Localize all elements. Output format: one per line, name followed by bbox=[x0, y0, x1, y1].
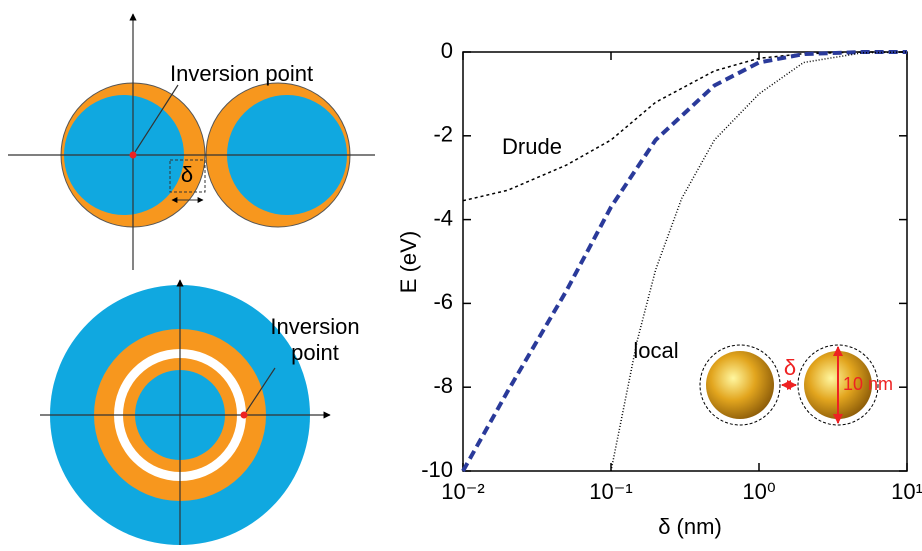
inversion-label: Inversion bbox=[270, 314, 359, 339]
x-tick-label: 10⁰ bbox=[742, 479, 775, 504]
inset-size-label: 10 nm bbox=[843, 374, 893, 394]
y-tick-label: 0 bbox=[441, 38, 453, 63]
inversion-label: point bbox=[291, 340, 339, 365]
x-tick-label: 10⁻¹ bbox=[589, 479, 632, 504]
series-annotation: local bbox=[633, 338, 678, 363]
x-tick-label: 10¹ bbox=[891, 479, 922, 504]
inversion-label: Inversion point bbox=[170, 61, 313, 86]
series-annotation: Drude bbox=[502, 134, 562, 159]
series-line bbox=[463, 52, 907, 201]
shell-diagram: Inversion point bbox=[40, 280, 360, 545]
gap-label: δ bbox=[181, 162, 193, 187]
figure: δ Inversion point Inversion point δ (nm)… bbox=[0, 0, 922, 551]
y-tick-label: -6 bbox=[433, 289, 453, 314]
y-tick-label: -4 bbox=[433, 205, 453, 230]
x-axis-label: δ (nm) bbox=[658, 514, 722, 539]
y-tick-label: -2 bbox=[433, 122, 453, 147]
inset-gap-label: δ bbox=[784, 355, 796, 380]
inset: δ 10 nm bbox=[700, 345, 893, 425]
y-tick-label: -8 bbox=[433, 373, 453, 398]
x-tick-label: 10⁻² bbox=[441, 479, 484, 504]
dimer-diagram: δ Inversion point bbox=[8, 14, 375, 270]
y-axis-label: E (eV) bbox=[396, 231, 421, 293]
